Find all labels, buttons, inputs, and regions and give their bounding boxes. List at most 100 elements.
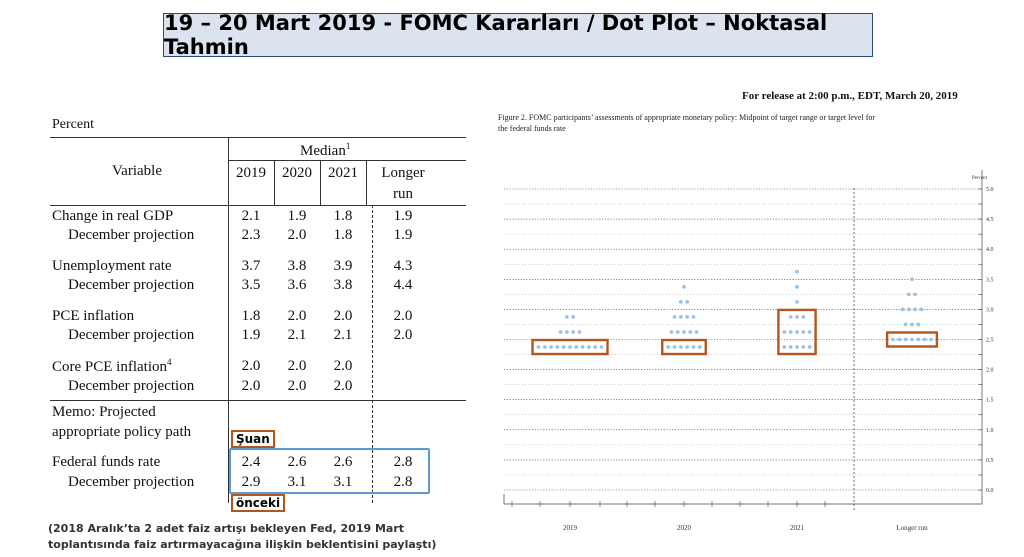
participant-dot (807, 345, 812, 349)
x-tick-label: 2019 (563, 524, 578, 532)
participant-dot (788, 345, 793, 349)
participant-dot (568, 345, 572, 349)
year-col-run: run (393, 186, 413, 202)
row-label-pce-dec: December projection (68, 327, 195, 343)
cell: 1.8 (241, 308, 261, 324)
cell: 2.8 (393, 474, 413, 490)
y-tick-label: 1.0 (986, 428, 994, 434)
participant-dot (564, 330, 569, 334)
participant-dot (685, 345, 690, 349)
participant-dot (910, 322, 914, 327)
participant-dot (903, 322, 908, 327)
cell: 1.9 (393, 227, 413, 243)
y-tick-label: 2.0 (986, 368, 994, 374)
y-tick-label: 3.5 (986, 277, 994, 283)
participant-dot (688, 330, 693, 334)
release-note: For release at 2:00 p.m., EDT, March 20,… (742, 90, 958, 102)
participant-dot (929, 337, 933, 342)
participant-dot (903, 337, 908, 342)
participant-dot (555, 345, 560, 349)
participant-dot (782, 345, 787, 349)
cell: 3.8 (333, 277, 353, 293)
memo-rule (50, 400, 466, 401)
y-tick-label: 4.0 (986, 247, 994, 253)
x-tick-label: 2020 (677, 524, 692, 532)
participant-dot (782, 330, 787, 334)
figure-caption-line-2: the federal funds rate (498, 124, 566, 133)
participant-dot (574, 345, 579, 349)
cell: 2.3 (241, 227, 261, 243)
cell: 3.7 (241, 258, 261, 274)
participant-dot (666, 345, 671, 349)
header-variable: Variable (112, 163, 162, 179)
participant-dot (795, 269, 799, 274)
x-tick-label: Longer run (896, 524, 928, 532)
cell: 3.1 (287, 474, 307, 490)
participant-dot (916, 337, 921, 342)
participant-dot (549, 345, 553, 349)
median-highlight-box (531, 338, 609, 356)
participant-dot (685, 315, 690, 319)
y-tick-label: 3.0 (986, 307, 994, 313)
cell: 3.6 (287, 277, 307, 293)
participant-dot (672, 315, 677, 319)
participant-dot (788, 330, 793, 334)
cell: 2.1 (287, 327, 307, 343)
participant-dot (900, 307, 905, 312)
participant-dot (694, 330, 699, 334)
cell: 4.4 (393, 277, 413, 293)
participant-dot (678, 315, 683, 319)
participant-dot (922, 337, 927, 342)
cell: 1.8 (333, 227, 353, 243)
row-label-fed-funds-dec: December projection (68, 474, 195, 490)
participant-dot (682, 284, 686, 289)
participant-dot (577, 330, 582, 334)
cell: 3.9 (333, 258, 353, 274)
year-col-2020: 2020 (282, 165, 312, 181)
cell: 2.0 (333, 358, 353, 374)
y-tick-label: 0.5 (986, 458, 994, 464)
table-rule-top (50, 137, 466, 138)
dot-plot-chart: Percent 0.0 0.5 1.0 1.5 2.0 2.5 3.0 3.5 4.0 4.5 5.0… (503, 170, 994, 532)
participant-dot (675, 330, 680, 334)
row-label-pce: PCE inflation (52, 308, 135, 324)
y-tick-label: 5.0 (986, 187, 994, 193)
participant-dot (561, 345, 566, 349)
col-divider-1 (274, 161, 275, 205)
header-median: Median1 (300, 141, 350, 160)
memo-label-2: appropriate policy path (52, 424, 192, 440)
cell: 2.1 (333, 327, 353, 343)
cell: 2.1 (241, 208, 261, 224)
slide-title: 19 – 20 Mart 2019 - FOMC Kararları / Dot… (164, 11, 828, 59)
participant-dot (587, 345, 591, 349)
row-label-gdp: Change in real GDP (52, 208, 174, 224)
participant-dot (801, 330, 806, 334)
participant-dot (678, 345, 683, 349)
participant-dot (919, 307, 924, 312)
participant-dot (672, 345, 677, 349)
median-highlight-box (885, 331, 939, 348)
participant-dot (542, 345, 547, 349)
participant-dot (807, 330, 812, 334)
tag-now: Şuan (231, 430, 275, 448)
participant-dot (910, 277, 914, 282)
footnote-line-1: (2018 Aralık’ta 2 adet faiz artışı bekle… (48, 522, 405, 535)
cell: 2.0 (287, 308, 307, 324)
year-col-2021: 2021 (328, 165, 358, 181)
slide-footnote: (2018 Aralık’ta 2 adet faiz artışı bekle… (48, 521, 436, 553)
year-col-longer: Longer (381, 165, 425, 181)
participant-dot (795, 315, 799, 319)
cell: 2.0 (287, 358, 307, 374)
participant-dot (697, 345, 702, 349)
participant-dot (558, 330, 563, 334)
memo-label-1: Memo: Projected (52, 404, 156, 420)
col-divider-2 (320, 161, 321, 205)
participant-dot (916, 322, 921, 327)
participant-dot (691, 345, 696, 349)
median-rule (228, 160, 466, 161)
row-label-core-pce-sup: 4 (167, 357, 172, 367)
year-col-2019: 2019 (236, 165, 266, 181)
median-highlight-box (777, 308, 817, 356)
y-tick-label: 4.5 (986, 217, 994, 223)
cell: 1.9 (241, 327, 261, 343)
